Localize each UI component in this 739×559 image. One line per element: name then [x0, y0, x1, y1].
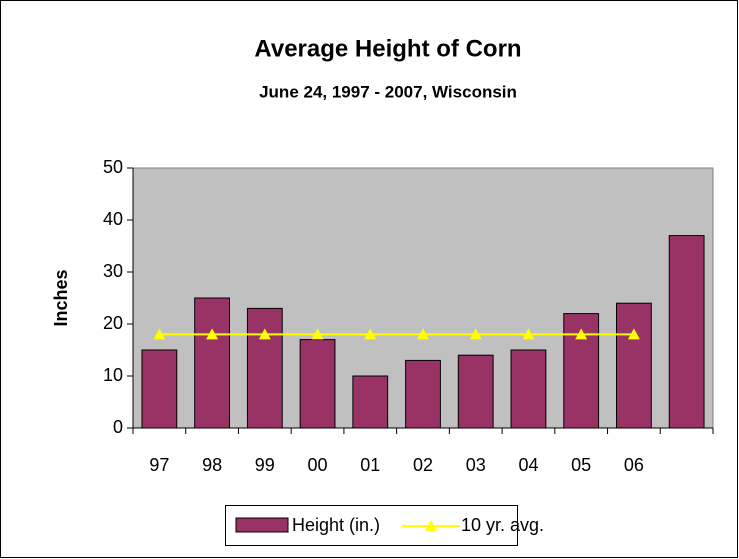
bar: [563, 313, 600, 429]
avg-marker: [258, 328, 271, 340]
x-tick-label: 98: [202, 455, 222, 475]
chart-title: Average Height of Corn: [254, 35, 521, 62]
avg-marker: [311, 328, 324, 340]
bar: [299, 339, 336, 429]
bar: [405, 359, 441, 429]
x-tick-label: 04: [518, 455, 538, 475]
y-tick-label: 50: [103, 157, 123, 177]
x-tick-label: 02: [413, 455, 433, 475]
legend-marker: [425, 520, 437, 531]
avg-marker: [575, 328, 588, 340]
legend-label: 10 yr. avg.: [461, 515, 544, 535]
avg-marker: [206, 328, 219, 340]
legend-swatch: [235, 517, 289, 533]
y-tick-label: 0: [113, 417, 123, 437]
bar: [616, 302, 652, 429]
y-tick-label: 10: [103, 365, 123, 385]
x-tick-label: 05: [571, 455, 591, 475]
x-tick-label: 01: [360, 455, 380, 475]
x-tick-label: 97: [149, 455, 169, 475]
avg-marker: [417, 328, 429, 340]
bar: [141, 349, 178, 429]
avg-marker: [364, 328, 377, 340]
x-tick-label: 06: [624, 455, 644, 475]
avg-marker: [153, 328, 166, 340]
bar: [246, 307, 283, 429]
y-axis-label: Inches: [51, 269, 71, 326]
bar: [194, 297, 230, 429]
bar: [457, 354, 494, 429]
y-tick-label: 20: [103, 313, 123, 333]
bar: [352, 375, 389, 429]
avg-marker: [627, 328, 640, 340]
avg-marker: [522, 328, 535, 340]
x-tick-label: 03: [466, 455, 486, 475]
x-tick-label: 00: [308, 455, 328, 475]
x-tick-label: 99: [255, 455, 275, 475]
bar: [510, 349, 547, 429]
legend-label: Height (in.): [292, 515, 380, 535]
y-tick-label: 40: [103, 209, 123, 229]
bar: [668, 235, 705, 429]
chart-subtitle: June 24, 1997 - 2007, Wisconsin: [259, 82, 517, 101]
y-tick-label: 30: [103, 261, 123, 281]
avg-marker: [469, 328, 482, 340]
